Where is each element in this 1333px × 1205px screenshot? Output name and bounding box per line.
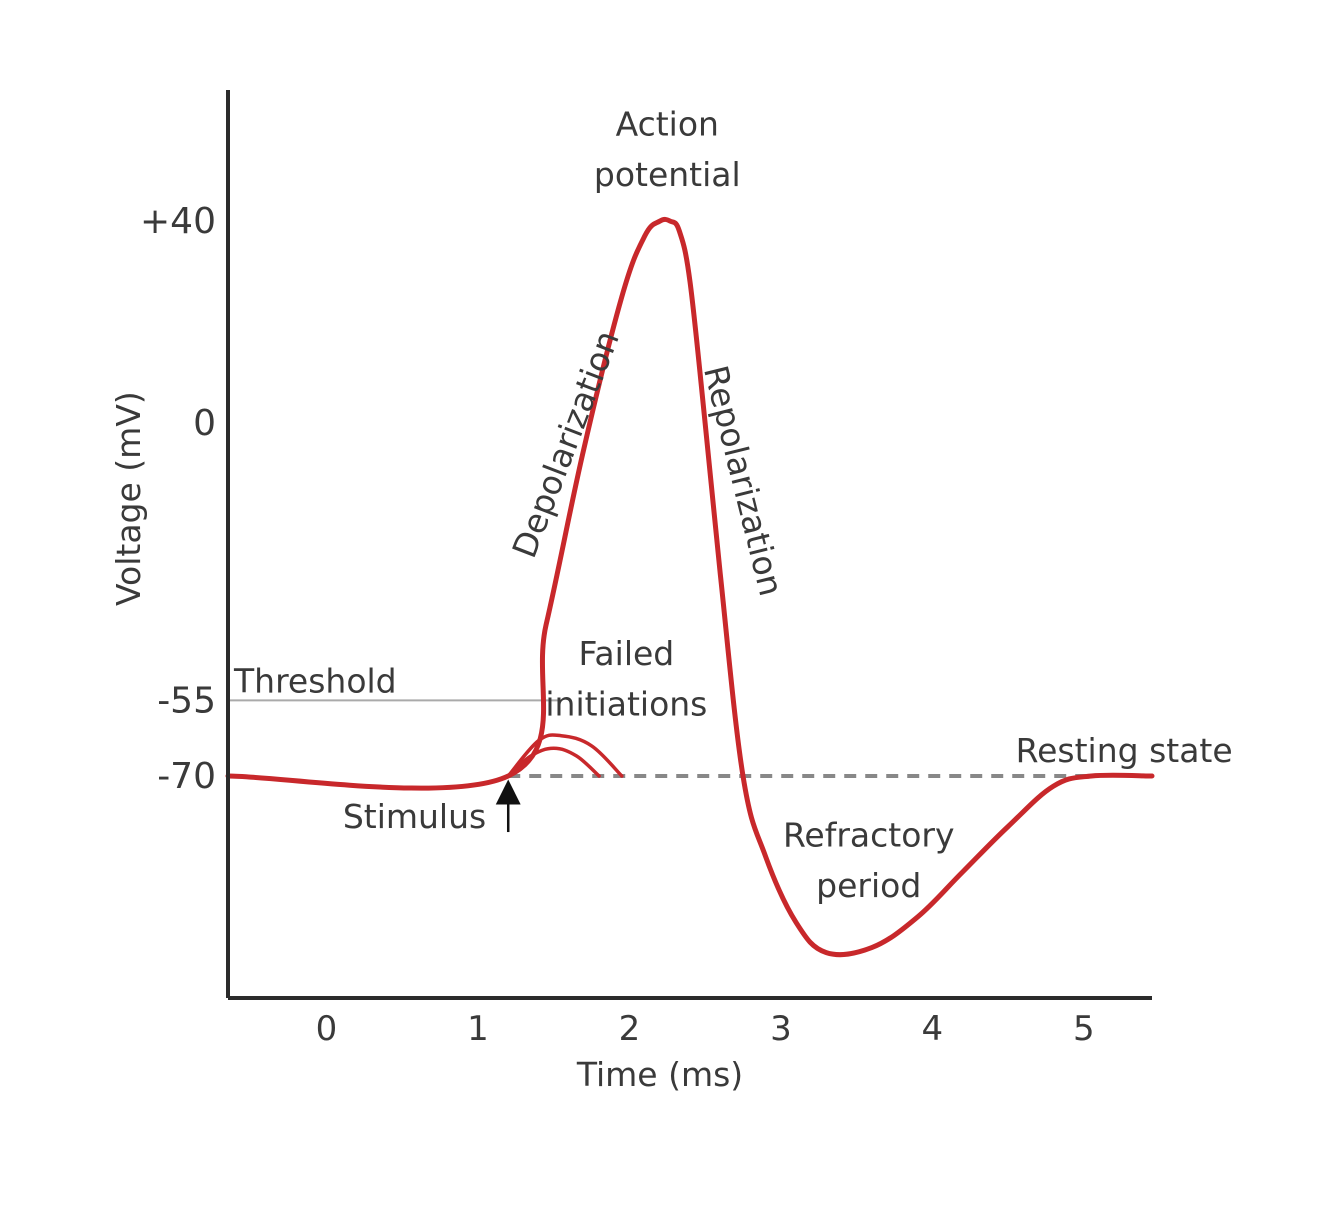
stimulus-label: Stimulus: [343, 797, 486, 836]
y-tick-label: +40: [140, 201, 216, 242]
action-potential-curve: [225, 216, 1155, 958]
y-tick-labels: +40 0 -55 -70: [140, 201, 216, 797]
action-potential-label-line1: Action: [616, 104, 719, 143]
x-tick-label: 1: [467, 1009, 489, 1049]
series-group: [225, 216, 1155, 958]
failed-initiations-label-line1: Failed: [578, 634, 674, 673]
y-tick-label: -55: [157, 680, 216, 721]
threshold-label: Threshold: [233, 661, 397, 700]
refractory-period-label-line2: period: [816, 866, 921, 905]
x-tick-label: 5: [1073, 1009, 1095, 1049]
x-tick-label: 0: [316, 1009, 338, 1049]
x-tick-label: 2: [619, 1009, 641, 1049]
failed-initiations-label-line2: initiations: [545, 685, 707, 724]
failed-initiation-1-curve: [506, 746, 601, 778]
y-tick-label: 0: [193, 403, 216, 444]
x-tick-label: 4: [922, 1009, 944, 1049]
y-tick-label: -70: [157, 756, 216, 797]
failed-initiation-2-curve: [506, 733, 624, 778]
x-tick-label: 3: [770, 1009, 792, 1049]
resting-state-label: Resting state: [1016, 731, 1233, 770]
refractory-period-label-line1: Refractory: [783, 816, 955, 855]
x-axis-title: Time (ms): [576, 1055, 743, 1094]
y-axis-title: Voltage (mV): [109, 391, 148, 606]
action-potential-label-line2: potential: [594, 155, 741, 194]
x-tick-labels: 0 1 2 3 4 5: [316, 1009, 1095, 1049]
